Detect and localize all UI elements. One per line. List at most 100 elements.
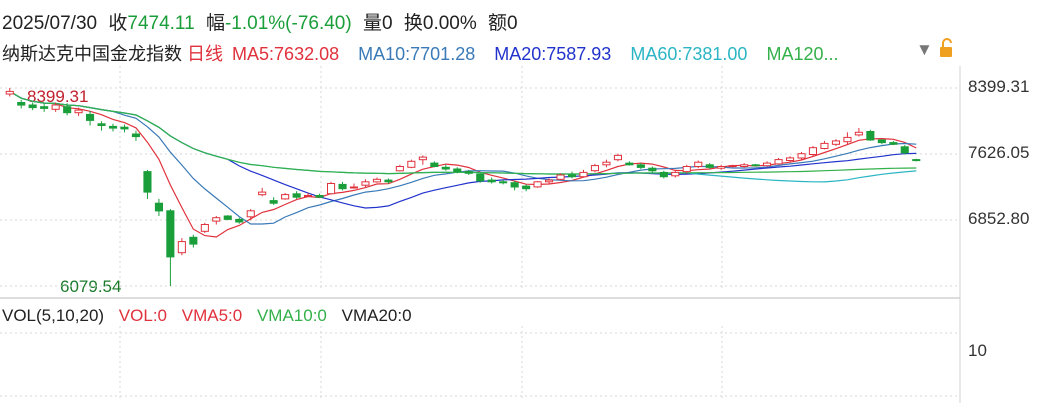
candle-body-66 <box>763 162 772 167</box>
amount-label: 额 <box>488 13 508 34</box>
candle-body-60 <box>694 161 703 167</box>
candle-body-53 <box>613 154 623 161</box>
candle-body-15 <box>177 241 186 254</box>
triangle-down-icon[interactable]: ▼ <box>916 40 933 59</box>
candle-body-78 <box>900 146 909 154</box>
candles <box>5 88 921 286</box>
candle-body-6 <box>74 109 83 114</box>
candle-body-11 <box>131 133 140 138</box>
candle-body-55 <box>636 164 645 168</box>
candle-body-22 <box>258 191 267 196</box>
y-tick-mid: 7626.05 <box>968 143 1030 162</box>
candle-body-59 <box>682 166 691 173</box>
candle-body-36 <box>418 156 427 161</box>
vol-title: VOL(5,10,20) <box>2 306 105 325</box>
candle-body-26 <box>304 195 313 197</box>
close-value: 7474.11 <box>127 13 195 34</box>
candle-body-61 <box>705 164 714 168</box>
amount-value: 0 <box>507 13 518 34</box>
candle-body-19 <box>223 215 232 220</box>
candle-body-45 <box>522 185 531 190</box>
candle-body-13 <box>154 202 163 212</box>
turnover-label: 换 <box>403 13 423 34</box>
candle-body-21 <box>246 210 255 218</box>
candle-body-43 <box>499 181 508 184</box>
candle-body-68 <box>786 157 795 161</box>
candle-body-31 <box>361 181 370 186</box>
ma120-label: MA120... <box>766 44 839 64</box>
candle-body-12 <box>143 171 152 193</box>
date-label: 2025/07/30 <box>2 13 98 34</box>
candle-body-42 <box>487 179 496 183</box>
candle-body-51 <box>590 165 600 172</box>
index-name: 纳斯达克中国金龙指数 <box>2 44 182 64</box>
candle-body-47 <box>545 179 554 183</box>
candle-body-9 <box>109 125 118 129</box>
candle-body-18 <box>212 217 221 222</box>
y-tick-low: 6852.80 <box>968 209 1030 228</box>
volume-tick: 10 <box>968 341 987 360</box>
ma60-line <box>9 90 917 183</box>
candle-body-34 <box>395 166 404 172</box>
volume-legend: VOL(5,10,20) VOL:0 VMA5:0 VMA10:0 VMA20:… <box>2 306 422 326</box>
candle-body-79 <box>912 159 921 162</box>
candle-body-75 <box>866 131 875 141</box>
change-label: 幅 <box>205 13 225 34</box>
vol-value: VOL:0 <box>118 306 167 325</box>
candle-body-10 <box>120 126 129 130</box>
candle-body-74 <box>854 131 863 136</box>
change-value: -1.01%(-76.40) <box>224 13 352 34</box>
y-tick-top: 8399.31 <box>968 77 1030 96</box>
candle-body-30 <box>349 186 358 189</box>
candle-body-76 <box>877 139 886 144</box>
candle-body-58 <box>671 171 680 177</box>
candle-body-39 <box>453 168 462 173</box>
candle-body-29 <box>338 183 347 190</box>
candle-body-44 <box>510 182 519 188</box>
ma60-label: MA60:7381.00 <box>630 44 748 64</box>
ma120-line <box>9 90 917 175</box>
vma20-value: VMA20:0 <box>341 306 412 325</box>
candle-body-77 <box>889 142 898 145</box>
close-label: 收 <box>108 13 128 34</box>
candle-body-17 <box>200 224 209 232</box>
candle-body-64 <box>740 164 749 168</box>
grid <box>0 66 961 403</box>
candle-body-16 <box>189 236 198 245</box>
turnover-value: 0.00% <box>422 13 477 34</box>
candle-body-52 <box>602 161 611 166</box>
volume-value: 0 <box>382 13 393 34</box>
unlock-icon[interactable] <box>938 38 954 63</box>
ma-legend: 纳斯达克中国金龙指数 日线 MA5:7632.08 MA10:7701.28 M… <box>2 40 853 66</box>
candle-body-0 <box>5 90 14 95</box>
candle-body-63 <box>728 165 737 168</box>
vma5-value: VMA5:0 <box>181 306 243 325</box>
candle-body-2 <box>28 104 37 109</box>
candle-body-24 <box>281 194 290 200</box>
candle-body-62 <box>717 166 726 169</box>
candle-body-69 <box>797 153 806 159</box>
candle-body-50 <box>579 171 588 178</box>
candle-body-33 <box>384 179 393 183</box>
high-annotation: 8399.31 <box>27 87 89 106</box>
candle-body-40 <box>464 171 473 174</box>
candle-body-46 <box>533 181 542 188</box>
ma20-label: MA20:7587.93 <box>494 44 612 64</box>
candle-body-48 <box>556 174 565 180</box>
candle-body-20 <box>235 218 244 223</box>
candle-body-14 <box>166 210 175 258</box>
candle-body-49 <box>568 174 577 178</box>
candle-body-65 <box>751 164 760 167</box>
candle-body-25 <box>292 193 301 198</box>
candle-body-41 <box>476 173 485 182</box>
candle-body-28 <box>327 183 336 195</box>
candle-body-71 <box>820 142 829 149</box>
candle-body-27 <box>315 195 324 198</box>
volume-label: 量 <box>362 13 382 34</box>
candle-body-8 <box>97 123 106 127</box>
candle-body-4 <box>51 104 60 110</box>
candle-body-70 <box>808 147 818 155</box>
period-label[interactable]: 日线 <box>187 44 224 64</box>
candle-body-7 <box>86 113 95 121</box>
